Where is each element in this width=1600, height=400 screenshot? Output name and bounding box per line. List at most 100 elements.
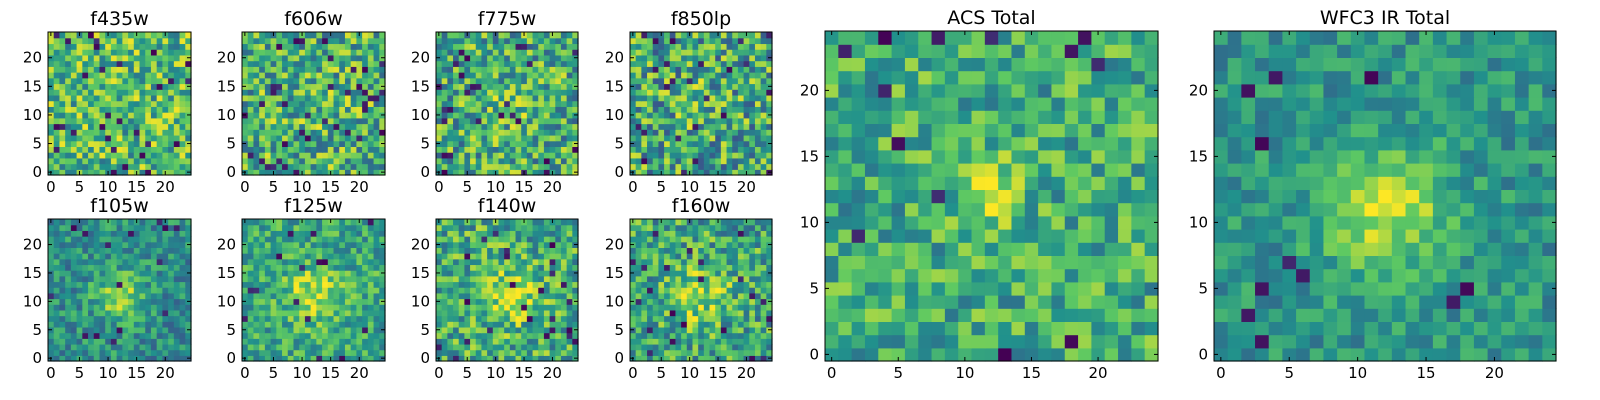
heatmap-cell xyxy=(287,134,295,142)
heatmap-cell xyxy=(247,236,255,243)
heatmap-cell xyxy=(504,72,511,79)
heatmap-cell xyxy=(162,298,169,305)
heatmap-cell xyxy=(247,287,255,294)
heatmap-cell xyxy=(526,275,534,283)
heatmap-cell xyxy=(362,89,369,96)
heatmap-cell xyxy=(99,355,106,362)
heatmap-cell xyxy=(65,83,72,90)
heatmap-cell xyxy=(732,66,739,73)
heatmap-cell xyxy=(53,241,61,248)
heatmap-cell xyxy=(339,157,346,165)
heatmap-cell xyxy=(549,60,556,67)
heatmap-cell xyxy=(299,106,306,113)
heatmap-cell xyxy=(362,236,369,243)
heatmap-cell xyxy=(652,146,659,153)
heatmap-cell xyxy=(652,315,659,322)
heatmap-cell xyxy=(664,309,671,317)
heatmap-cell xyxy=(253,106,260,113)
heatmap-cell xyxy=(543,343,551,351)
heatmap-cell xyxy=(276,236,283,243)
heatmap-cell xyxy=(116,230,123,237)
heatmap-cell xyxy=(487,309,494,317)
heatmap-cell xyxy=(681,100,688,107)
heatmap-cell xyxy=(447,112,454,119)
heatmap-cell xyxy=(715,106,722,113)
heatmap-cell xyxy=(441,236,448,243)
heatmap-cell xyxy=(436,106,443,113)
heatmap-cell xyxy=(373,343,380,351)
heatmap-cell xyxy=(447,264,454,271)
heatmap-cell xyxy=(635,83,642,90)
heatmap-cell xyxy=(560,117,568,125)
heatmap-cell xyxy=(344,326,352,334)
heatmap-cell xyxy=(168,66,175,73)
heatmap-cell xyxy=(247,241,255,248)
heatmap-cell xyxy=(652,338,659,345)
heatmap-cell xyxy=(179,157,186,165)
heatmap-cell xyxy=(560,60,568,67)
heatmap-cell xyxy=(441,281,448,288)
heatmap-cell xyxy=(264,146,272,153)
heatmap-cell xyxy=(65,157,72,165)
heatmap-cell xyxy=(247,355,255,362)
heatmap-cell xyxy=(532,224,539,231)
heatmap-cell xyxy=(509,134,517,142)
heatmap-cell xyxy=(669,157,677,165)
heatmap-cell xyxy=(555,326,562,334)
heatmap-cell xyxy=(686,287,694,294)
heatmap-cell xyxy=(441,241,448,248)
heatmap-cell xyxy=(692,304,699,311)
heatmap-cell xyxy=(641,321,648,328)
heatmap-cell xyxy=(304,315,312,322)
heatmap-cell xyxy=(99,123,106,130)
heatmap-cell xyxy=(270,123,277,130)
heatmap-cell xyxy=(436,236,443,243)
heatmap-cell xyxy=(732,49,739,56)
heatmap-cell xyxy=(447,72,454,79)
heatmap-cell xyxy=(715,287,722,294)
heatmap-cell xyxy=(436,224,443,231)
heatmap-cell xyxy=(481,287,488,294)
heatmap-cell xyxy=(749,123,756,130)
heatmap-cell xyxy=(367,309,375,317)
heatmap-cell xyxy=(270,77,277,85)
heatmap-cell xyxy=(82,112,89,119)
heatmap-cell xyxy=(647,32,654,39)
heatmap-cell xyxy=(743,129,750,136)
heatmap-cell xyxy=(447,355,454,362)
heatmap-cell xyxy=(122,309,129,317)
heatmap-cell xyxy=(447,315,454,322)
heatmap-cell xyxy=(139,349,146,356)
heatmap-cell xyxy=(692,140,699,147)
heatmap-cell xyxy=(299,270,306,277)
y-tick-label: 15 xyxy=(23,77,42,95)
heatmap-cell xyxy=(436,66,443,73)
heatmap-cell xyxy=(515,152,522,159)
heatmap-cell xyxy=(322,349,329,356)
heatmap-cell xyxy=(264,72,272,79)
heatmap-cell xyxy=(515,37,522,45)
heatmap-cell xyxy=(475,163,483,170)
heatmap-cell xyxy=(133,326,141,334)
heatmap-cell xyxy=(652,83,659,90)
heatmap-cell xyxy=(760,77,767,85)
heatmap-cell xyxy=(492,129,500,136)
heatmap-cell xyxy=(641,157,648,165)
heatmap-cell xyxy=(242,49,249,56)
heatmap-cell xyxy=(133,281,141,288)
heatmap-cell xyxy=(299,129,306,136)
heatmap-cell xyxy=(76,349,83,356)
heatmap-cell xyxy=(344,298,352,305)
heatmap-cell xyxy=(53,349,61,356)
heatmap-cell xyxy=(316,117,323,125)
heatmap-cell xyxy=(339,304,346,311)
heatmap-cell xyxy=(367,304,375,311)
heatmap-cell xyxy=(339,236,346,243)
heatmap-cell xyxy=(322,224,329,231)
heatmap-cell xyxy=(242,292,249,300)
heatmap-cell xyxy=(122,326,129,334)
heatmap-cell xyxy=(515,292,522,300)
heatmap-cell xyxy=(543,37,551,45)
heatmap-cell xyxy=(133,112,141,119)
